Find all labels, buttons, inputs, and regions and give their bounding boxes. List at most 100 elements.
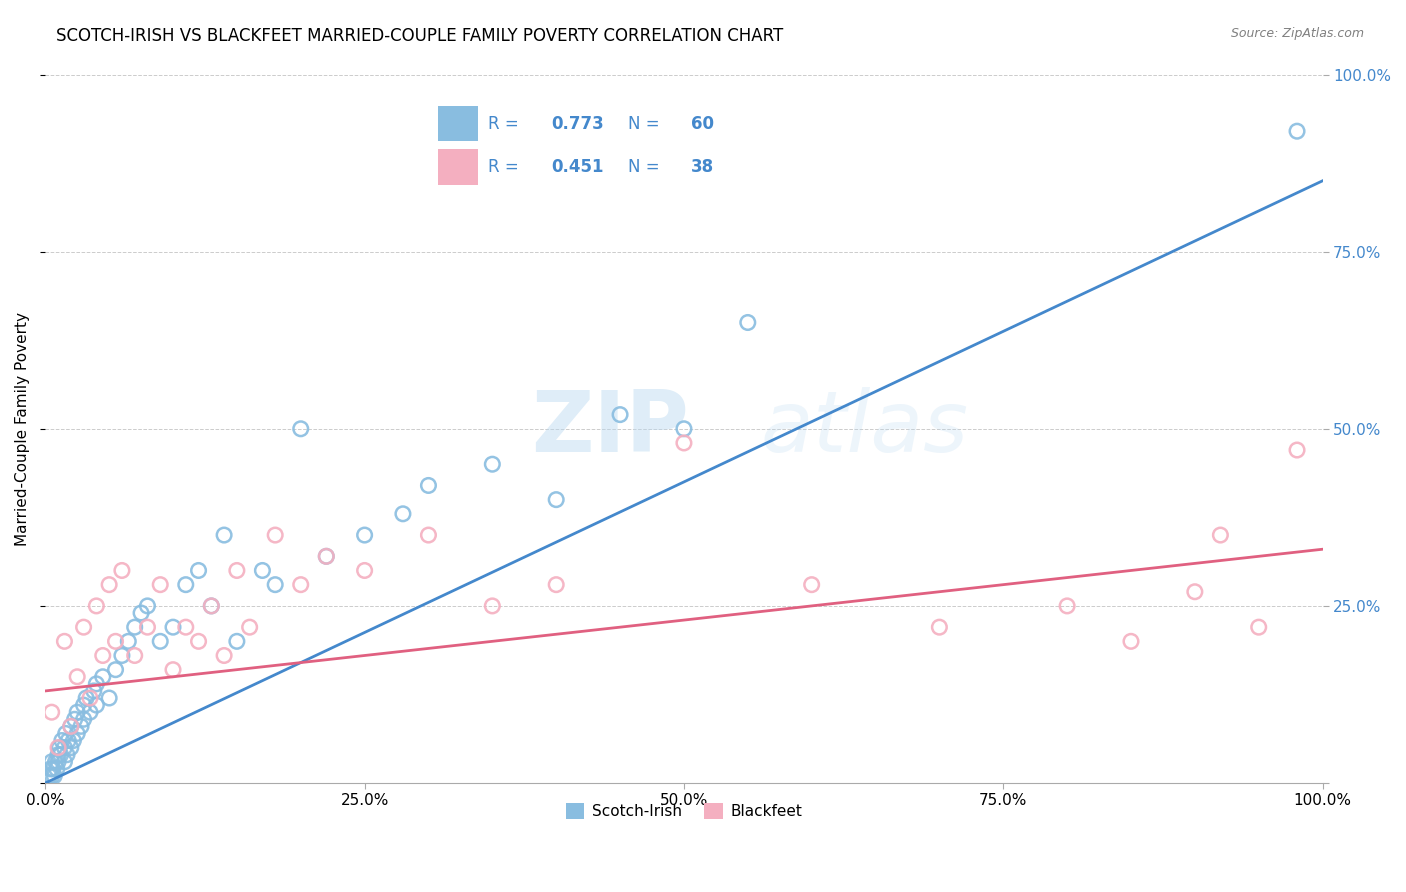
Point <box>225 564 247 578</box>
Point <box>315 549 337 564</box>
Point <box>136 620 159 634</box>
Point <box>59 719 82 733</box>
Point <box>46 740 69 755</box>
Point <box>46 747 69 762</box>
Point <box>104 634 127 648</box>
Point <box>1056 599 1078 613</box>
Point <box>264 528 287 542</box>
Point <box>149 634 172 648</box>
Point <box>79 691 101 706</box>
Y-axis label: Married-Couple Family Poverty: Married-Couple Family Poverty <box>15 312 30 546</box>
Point <box>98 691 121 706</box>
Point <box>928 620 950 634</box>
Point <box>239 620 262 634</box>
Legend: Scotch-Irish, Blackfeet: Scotch-Irish, Blackfeet <box>560 797 808 825</box>
Point <box>66 726 89 740</box>
Point <box>86 677 108 691</box>
Point <box>63 712 86 726</box>
Point <box>51 733 73 747</box>
Point <box>187 634 209 648</box>
Point <box>672 422 695 436</box>
Point <box>56 747 79 762</box>
Point <box>41 705 63 719</box>
Point <box>264 577 287 591</box>
Point <box>136 599 159 613</box>
Text: ZIP: ZIP <box>530 387 689 470</box>
Point <box>212 528 235 542</box>
Point <box>42 762 65 776</box>
Point <box>290 422 312 436</box>
Text: atlas: atlas <box>761 387 969 470</box>
Point <box>1184 584 1206 599</box>
Point <box>117 634 139 648</box>
Point <box>104 663 127 677</box>
Point <box>62 733 84 747</box>
Point <box>353 528 375 542</box>
Point <box>44 755 66 769</box>
Point <box>66 705 89 719</box>
Point <box>111 648 134 663</box>
Point <box>55 726 77 740</box>
Point <box>129 606 152 620</box>
Point <box>48 740 70 755</box>
Point <box>38 769 60 783</box>
Point <box>58 733 80 747</box>
Point <box>72 698 94 712</box>
Point <box>418 478 440 492</box>
Point <box>70 719 93 733</box>
Point <box>1247 620 1270 634</box>
Point <box>212 648 235 663</box>
Point <box>124 620 146 634</box>
Point <box>1286 443 1309 458</box>
Point <box>546 492 568 507</box>
Point <box>1119 634 1142 648</box>
Point <box>315 549 337 564</box>
Point <box>187 564 209 578</box>
Point <box>86 599 108 613</box>
Point <box>737 316 759 330</box>
Point <box>91 648 114 663</box>
Point <box>49 747 72 762</box>
Point <box>53 740 76 755</box>
Point <box>225 634 247 648</box>
Point <box>75 691 97 706</box>
Point <box>200 599 222 613</box>
Point <box>200 599 222 613</box>
Point <box>162 663 184 677</box>
Point <box>83 684 105 698</box>
Point <box>609 408 631 422</box>
Point <box>800 577 823 591</box>
Point <box>72 620 94 634</box>
Point <box>252 564 274 578</box>
Point <box>418 528 440 542</box>
Point <box>46 755 69 769</box>
Point <box>162 620 184 634</box>
Point <box>53 634 76 648</box>
Point <box>98 577 121 591</box>
Point <box>481 599 503 613</box>
Point <box>149 577 172 591</box>
Point <box>41 769 63 783</box>
Point <box>672 436 695 450</box>
Point <box>72 712 94 726</box>
Point <box>59 719 82 733</box>
Point <box>41 755 63 769</box>
Point <box>174 620 197 634</box>
Text: SCOTCH-IRISH VS BLACKFEET MARRIED-COUPLE FAMILY POVERTY CORRELATION CHART: SCOTCH-IRISH VS BLACKFEET MARRIED-COUPLE… <box>56 27 783 45</box>
Text: Source: ZipAtlas.com: Source: ZipAtlas.com <box>1230 27 1364 40</box>
Point <box>59 740 82 755</box>
Point <box>79 705 101 719</box>
Point <box>66 670 89 684</box>
Point <box>546 577 568 591</box>
Point <box>45 762 67 776</box>
Point <box>44 769 66 783</box>
Point <box>481 457 503 471</box>
Point <box>53 755 76 769</box>
Point <box>290 577 312 591</box>
Point <box>111 564 134 578</box>
Point <box>353 564 375 578</box>
Point <box>91 670 114 684</box>
Point <box>86 698 108 712</box>
Point <box>392 507 415 521</box>
Point <box>1209 528 1232 542</box>
